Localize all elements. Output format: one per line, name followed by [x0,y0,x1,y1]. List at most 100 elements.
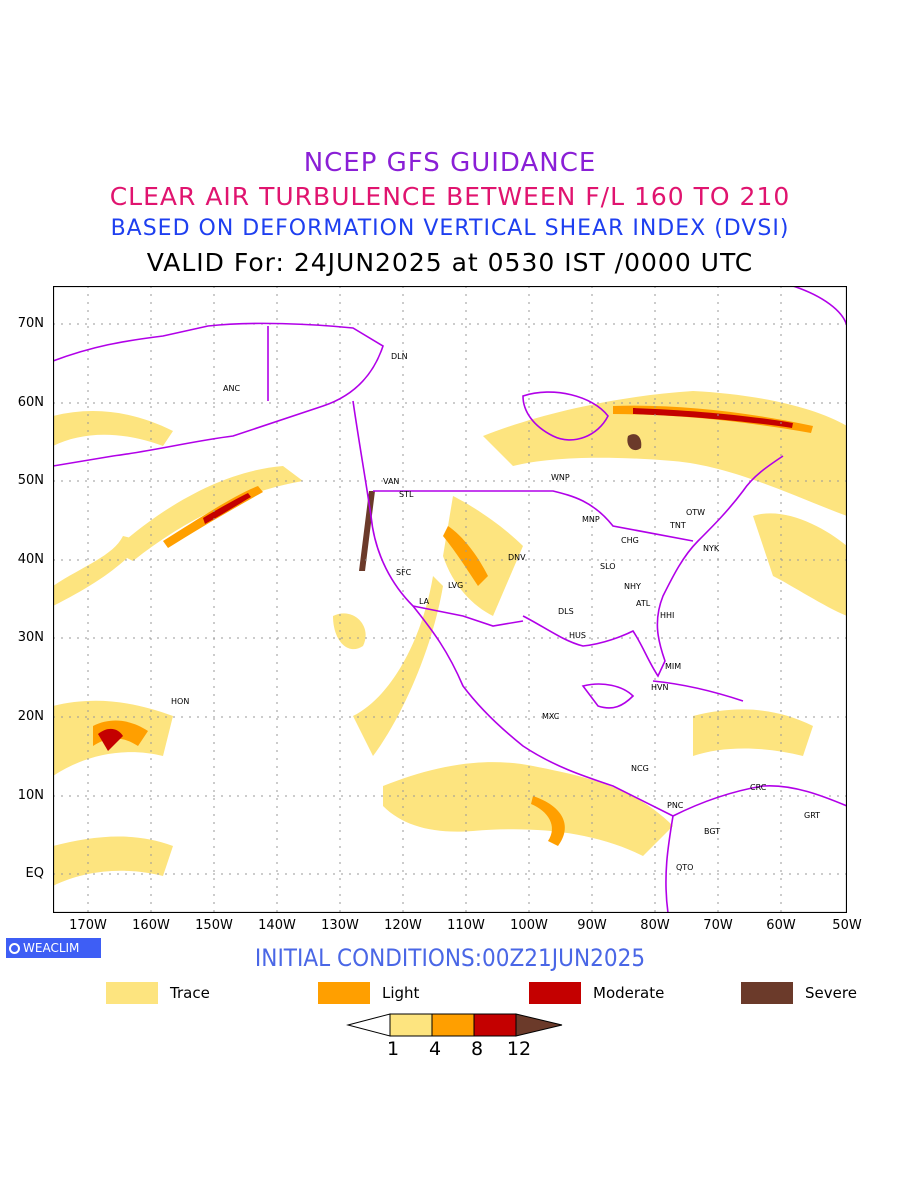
moderate-area [633,408,793,428]
station-label: CRC [750,783,767,792]
logo-text: WEACLIM [23,941,80,955]
lon-tick-label: 100W [510,918,548,933]
map-border [53,286,847,913]
colorbar-tick-label: 4 [428,1038,442,1060]
colorbar-severe-arrow [515,1013,563,1037]
trace-area [53,836,173,886]
lat-tick-label: 50N [17,473,44,488]
station-label: VAN [383,477,399,486]
station-label: BGT [704,827,720,836]
station-label: ATL [636,599,651,608]
initial-conditions: INITIAL CONDITIONS:00Z21JUN2025 [254,944,646,972]
station-label: HON [171,697,189,706]
station-label: DLN [391,352,408,361]
lat-tick-label: 40N [17,552,44,567]
station-label: GRT [804,811,820,820]
lon-tick-label: 170W [69,918,107,933]
legend-swatch [318,982,370,1004]
station-label: HHI [660,611,674,620]
south-america-outline [665,785,847,913]
colorbar-moderate [473,1013,517,1037]
colorbar-under-arrow [346,1013,391,1037]
moderate-area [98,728,123,751]
station-label: STL [399,490,414,499]
logo-circle-icon [9,942,20,954]
station-label: OTW [686,508,705,517]
us-canada-border [373,490,694,542]
lon-tick-label: 90W [577,918,607,933]
gulf-coast [522,455,784,678]
trace-area [443,496,523,616]
legend-item: Trace [106,982,210,1004]
title-product: CLEAR AIR TURBULENCE BETWEEN F/L 160 TO … [109,182,791,211]
legend-swatch [106,982,158,1004]
station-label: WNP [551,473,570,482]
station-label: DNV [508,553,526,562]
trace-area [353,576,443,756]
trace-area [753,513,847,616]
colorbar-tick-label: 1 [386,1038,400,1060]
colorbar-light [431,1013,475,1037]
lon-tick-label: 130W [321,918,359,933]
trace-area [333,613,366,650]
title-model: NCEP GFS GUIDANCE [303,148,597,178]
title-method: BASED ON DEFORMATION VERTICAL SHEAR INDE… [110,216,790,241]
station-label: NYK [703,544,720,553]
station-label: HVN [651,683,668,692]
colorbar [346,1013,563,1037]
trace-area [693,709,813,756]
station-label: NCG [631,764,649,773]
legend-swatch [529,982,581,1004]
colorbar-tick-label: 8 [470,1038,484,1060]
station-label: QTO [676,863,693,872]
hudson-bay [522,391,609,441]
legend-swatch [741,982,793,1004]
cuba-outline [652,680,744,702]
severe-area [627,434,642,451]
north-america-outline [53,322,384,467]
legend-label: Trace [170,984,210,1002]
lon-tick-label: 50W [832,918,862,933]
trace-area [53,411,173,446]
station-label: MIM [665,662,681,671]
lon-tick-label: 160W [132,918,170,933]
legend-label: Severe [805,984,857,1002]
lat-tick-label: EQ [25,866,44,881]
station-label: PNC [667,801,684,810]
lat-tick-label: 20N [17,709,44,724]
lon-tick-label: 120W [384,918,422,933]
title-valid-time: VALID For: 24JUN2025 at 0530 IST /0000 U… [146,248,754,277]
station-label: LVG [448,581,463,590]
colorbar-trace [389,1013,433,1037]
legend-label: Light [382,984,420,1002]
yucatan-outline [581,683,635,709]
station-label: HUS [569,631,586,640]
station-label: MNP [582,515,600,524]
lon-tick-label: 140W [258,918,296,933]
light-area [443,526,488,586]
station-label: DLS [558,607,574,616]
station-label: SLO [600,562,616,571]
lon-tick-label: 60W [766,918,796,933]
lat-tick-label: 10N [17,788,44,803]
station-label: SFC [396,568,412,577]
lon-tick-label: 110W [447,918,485,933]
station-label: CHG [621,536,639,545]
legend-item: Moderate [529,982,664,1004]
station-label: LA [419,597,430,606]
light-area [531,796,565,846]
lon-tick-label: 70W [703,918,733,933]
west-coast [352,400,674,817]
trace-area [383,762,673,856]
turbulence-shading [53,391,847,886]
lat-tick-label: 70N [17,316,44,331]
legend-label: Moderate [593,984,665,1002]
lat-tick-label: 30N [17,630,44,645]
turbulence-map: DLN ANC VAN STL WNP OTW MNP TNT CHG NYK SFC DNV LVG S… [53,286,847,913]
legend-item: Severe [741,982,857,1004]
lon-tick-label: 80W [640,918,670,933]
colorbar-tick-label: 12 [506,1038,532,1060]
legend-item: Light [318,982,419,1004]
trace-area [53,536,143,606]
